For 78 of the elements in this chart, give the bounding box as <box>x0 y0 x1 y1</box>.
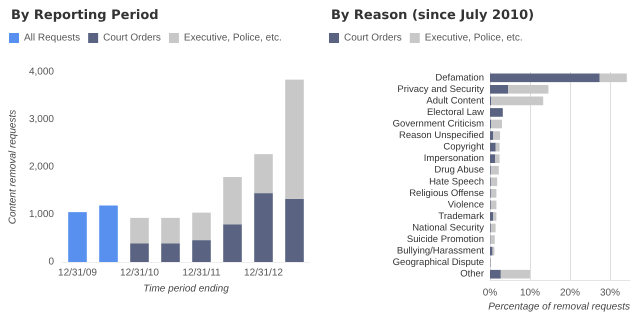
y-tick-label: Religious Offense <box>409 188 484 199</box>
y-tick-label: 0 <box>48 256 54 268</box>
y-tick-label: 3,000 <box>28 114 54 125</box>
bar <box>490 142 496 152</box>
bar <box>491 96 544 106</box>
bar <box>495 154 500 163</box>
chart-title: By Reason (since July 2010) <box>331 8 534 23</box>
y-tick-label: Copyright <box>443 142 484 153</box>
y-tick-label: Geographical Dispute <box>392 257 484 268</box>
bar <box>493 212 496 221</box>
legend-label: Executive, Police, etc. <box>184 32 282 44</box>
bar <box>508 85 548 94</box>
bar <box>490 189 496 198</box>
y-tick-label: Impersonation <box>424 153 484 164</box>
bar <box>490 177 498 186</box>
y-tick-label: Defamation <box>435 72 484 84</box>
bar <box>490 108 503 117</box>
y-tick-label: Electoral Law <box>426 106 484 118</box>
bar <box>491 120 502 128</box>
bar <box>600 73 627 82</box>
bar <box>490 154 496 163</box>
x-tick-label: 0% <box>482 288 498 298</box>
y-tick-label: Reason Unspecified <box>398 130 484 142</box>
y-tick-label: Trademark <box>438 210 484 222</box>
bar <box>254 193 273 262</box>
x-axis-title: Percentage of removal requests <box>488 302 630 312</box>
x-tick-label: 10% <box>520 288 540 298</box>
y-tick-label: Hate Speech <box>429 176 484 188</box>
bar <box>490 166 499 175</box>
y-tick-label: Suicide Promotion <box>406 234 484 246</box>
bar <box>490 85 508 94</box>
bar <box>490 200 496 210</box>
bar <box>490 224 496 232</box>
y-tick-label: 2,000 <box>28 162 54 172</box>
bar <box>130 243 149 262</box>
bar <box>490 73 600 82</box>
bar <box>490 235 495 244</box>
bar <box>192 212 211 240</box>
bar <box>490 131 494 140</box>
x-tick-label: 12/31/09 <box>58 268 98 278</box>
bar <box>254 154 273 194</box>
chart-title: By Reporting Period <box>11 8 159 23</box>
bar <box>223 176 242 224</box>
bar <box>490 270 501 279</box>
bar <box>490 212 494 221</box>
y-tick-label: Other <box>460 268 484 280</box>
bar <box>192 240 211 262</box>
legend-label: All Requests <box>24 32 80 44</box>
y-tick-label: Adult Content <box>426 95 484 106</box>
x-axis-title: Time period ending <box>143 284 230 294</box>
y-tick-label: Government Criticism <box>392 118 484 130</box>
bar <box>285 198 304 262</box>
y-axis-title: Content removal requests <box>8 110 18 224</box>
x-tick-label: 30% <box>600 288 620 298</box>
y-tick-label: Drug Abuse <box>434 164 484 176</box>
bar <box>161 243 180 262</box>
y-tick-label: Violence <box>448 199 484 210</box>
legend-label: Court Orders <box>103 32 161 44</box>
legend-label: Executive, Police, etc. <box>424 32 523 44</box>
x-tick-label: 12/31/11 <box>182 268 222 278</box>
x-tick-label: 12/31/10 <box>120 268 160 278</box>
bar <box>285 80 304 199</box>
bar <box>161 218 180 244</box>
bar <box>99 205 118 262</box>
y-tick-label: National Security <box>412 222 484 234</box>
bar <box>130 218 149 244</box>
x-tick-label: 20% <box>560 288 580 298</box>
y-tick-label: 4,000 <box>28 66 54 78</box>
bar <box>500 270 530 279</box>
bar <box>496 142 500 152</box>
x-tick-label: 12/31/12 <box>244 268 284 278</box>
y-tick-label: 1,000 <box>28 209 54 220</box>
bar <box>68 212 87 262</box>
y-tick-label: Bullying/Harassment <box>396 246 484 257</box>
bar <box>223 224 242 262</box>
legend-label: Court Orders <box>344 32 402 44</box>
y-tick-label: Privacy and Security <box>397 84 484 95</box>
bar <box>493 131 500 140</box>
